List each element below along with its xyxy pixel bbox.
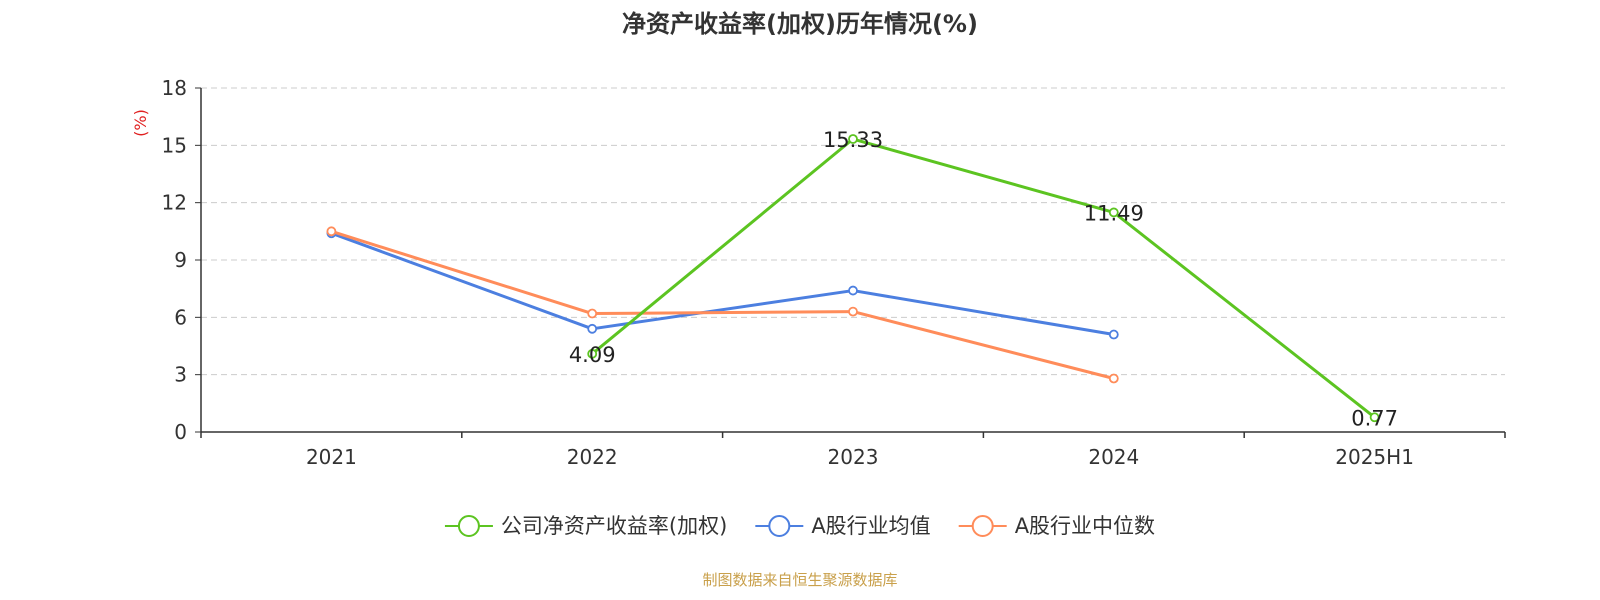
data-label: 4.09 — [569, 343, 616, 367]
x-tick-label: 2022 — [567, 445, 618, 469]
data-label: 15.33 — [823, 128, 883, 152]
legend-item[interactable]: 公司净资产收益率(加权) — [444, 514, 727, 538]
series-line — [591, 137, 1376, 419]
legend-item[interactable]: A股行业中位数 — [958, 514, 1155, 538]
y-tick-label: 0 — [174, 420, 187, 444]
data-point — [848, 285, 858, 296]
y-tick-label: 3 — [174, 363, 187, 387]
data-point — [587, 348, 598, 359]
data-label: 11.49 — [1084, 201, 1144, 225]
data-point — [326, 226, 337, 237]
data-point — [1108, 329, 1119, 340]
x-tick-label: 2021 — [306, 445, 357, 469]
data-point — [1369, 412, 1380, 423]
x-tick-label: 2025H1 — [1335, 445, 1414, 469]
legend-label: A股行业均值 — [811, 514, 930, 538]
series-line — [330, 229, 1115, 380]
y-axis-label: (%) — [131, 109, 150, 137]
data-label: 0.77 — [1351, 406, 1398, 430]
series-line — [330, 231, 1115, 337]
data-point — [587, 308, 598, 319]
data-point — [1108, 373, 1119, 384]
y-tick-label: 18 — [162, 76, 187, 100]
chart-title: 净资产收益率(加权)历年情况(%) — [622, 10, 978, 38]
legend-label: A股行业中位数 — [1015, 514, 1155, 538]
data-point — [848, 134, 858, 144]
y-tick-label: 12 — [162, 191, 187, 215]
y-tick-label: 9 — [174, 248, 187, 272]
data-point — [848, 306, 858, 317]
data-point — [1108, 207, 1119, 218]
x-tick-label: 2023 — [828, 445, 879, 469]
data-point — [587, 323, 598, 334]
legend-item[interactable]: A股行业均值 — [755, 514, 931, 538]
legend-marker — [971, 515, 994, 537]
legend-marker — [457, 515, 480, 537]
y-tick-label: 15 — [162, 133, 187, 157]
legend-marker — [768, 515, 791, 537]
y-tick-label: 6 — [174, 305, 187, 329]
x-tick-label: 2024 — [1088, 445, 1139, 469]
source-note: 制图数据来自恒生聚源数据库 — [702, 571, 898, 589]
legend-label: 公司净资产收益率(加权) — [501, 514, 727, 538]
